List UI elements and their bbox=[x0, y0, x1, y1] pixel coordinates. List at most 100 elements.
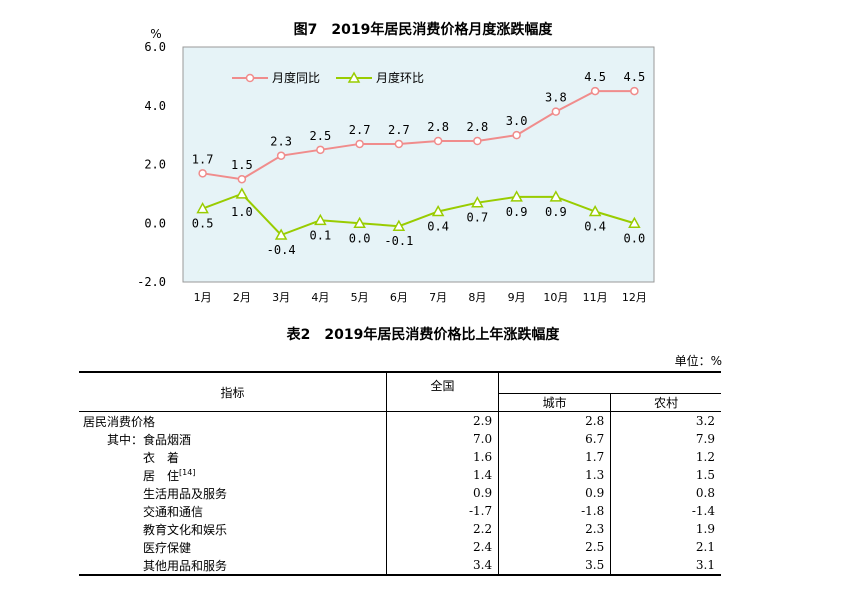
table-row: 衣 着 1.6 1.7 1.2 bbox=[79, 448, 721, 466]
header-spacer bbox=[498, 371, 721, 394]
table-row: 交通和通信 -1.7 -1.8 -1.4 bbox=[79, 502, 721, 520]
row-indicator-text: 生活用品及服务 bbox=[143, 486, 228, 501]
data-label-mom: 0.5 bbox=[192, 217, 214, 231]
cell-urban: 3.5 bbox=[498, 556, 612, 576]
cell-national: -1.7 bbox=[386, 502, 500, 520]
data-label-mom: 0.4 bbox=[584, 220, 606, 234]
cell-national: 2.4 bbox=[386, 538, 500, 556]
row-indicator-text: 医疗保健 bbox=[143, 540, 192, 555]
data-label-mom: 0.0 bbox=[624, 231, 646, 245]
row-indicator-text: 教育文化和娱乐 bbox=[143, 522, 228, 537]
table-row: 生活用品及服务 0.9 0.9 0.8 bbox=[79, 484, 721, 502]
data-label-yoy: 4.5 bbox=[584, 70, 606, 84]
table-title: 表2 2019年居民消费价格比上年涨跌幅度 bbox=[286, 327, 560, 343]
y-tick-label: -2.0 bbox=[137, 275, 166, 289]
row-indicator: 交通和通信 bbox=[79, 502, 387, 520]
data-label-yoy: 2.7 bbox=[388, 123, 410, 137]
data-point-yoy bbox=[237, 174, 247, 184]
x-tick-label: 12月 bbox=[622, 291, 647, 304]
data-point-yoy bbox=[198, 169, 207, 178]
legend-marker-mom bbox=[347, 71, 361, 83]
data-point-yoy bbox=[394, 139, 404, 149]
cell-urban: 1.3 bbox=[498, 466, 612, 484]
y-axis-label: % bbox=[150, 27, 161, 41]
table-row: 居民消费价格 2.9 2.8 3.2 bbox=[79, 411, 721, 430]
x-tick-label: 7月 bbox=[429, 291, 447, 304]
row-indicator: 衣 着 bbox=[79, 448, 387, 466]
row-indicator: 其中：食品烟酒 bbox=[79, 430, 387, 448]
data-point-mom bbox=[235, 187, 249, 199]
data-point-yoy bbox=[512, 130, 521, 140]
legend-label-yoy: 月度同比 bbox=[272, 70, 320, 85]
x-tick-label: 8月 bbox=[468, 291, 486, 304]
row-indicator: 居 住[14] bbox=[79, 466, 387, 484]
cell-national: 7.0 bbox=[386, 430, 500, 448]
cell-rural: 1.9 bbox=[695, 522, 715, 536]
cell-rural: 1.2 bbox=[695, 450, 715, 464]
row-indicator-text: 交通和通信 bbox=[143, 504, 204, 519]
data-point-yoy bbox=[590, 86, 600, 96]
row-indicator-text: 衣 着 bbox=[143, 450, 180, 465]
table-row: 居 住[14] 1.4 1.3 1.5 bbox=[79, 466, 721, 484]
row-indicator-text: 居 住 bbox=[143, 468, 180, 483]
cell-urban: 2.5 bbox=[498, 538, 612, 556]
data-point-mom bbox=[392, 219, 406, 231]
data-label-mom: 0.0 bbox=[349, 231, 371, 245]
x-tick-label: 5月 bbox=[351, 291, 369, 304]
x-tick-label: 4月 bbox=[311, 291, 329, 304]
table-row: 医疗保健 2.4 2.5 2.1 bbox=[79, 538, 721, 556]
x-tick-label: 3月 bbox=[272, 291, 290, 304]
y-tick-label: 4.0 bbox=[144, 99, 166, 113]
data-point-mom bbox=[431, 204, 445, 217]
series-line-yoy bbox=[202, 90, 635, 181]
row-indicator: 教育文化和娱乐 bbox=[79, 520, 387, 538]
cell-rural: -1.4 bbox=[691, 504, 715, 518]
x-tick-label: 9月 bbox=[508, 291, 526, 304]
data-label-mom: 0.9 bbox=[506, 205, 528, 219]
data-label-mom: 1.0 bbox=[231, 205, 253, 219]
data-point-mom bbox=[353, 216, 366, 228]
y-tick-label: 0.0 bbox=[144, 216, 166, 230]
data-point-mom bbox=[628, 216, 641, 228]
data-label-mom: -0.1 bbox=[384, 234, 413, 248]
data-point-mom bbox=[274, 228, 288, 240]
header-national: 全国 bbox=[386, 371, 500, 412]
data-label-yoy: 3.0 bbox=[506, 114, 528, 128]
header-rural: 农村 bbox=[610, 393, 721, 412]
data-label-yoy: 2.8 bbox=[427, 120, 449, 134]
data-label-mom: 0.9 bbox=[545, 205, 567, 219]
figure-title: 图7 2019年居民消费价格月度涨跌幅度 bbox=[293, 22, 553, 38]
x-tick-label: 2月 bbox=[233, 291, 251, 304]
y-tick-label: 6.0 bbox=[144, 40, 166, 54]
data-label-yoy: 1.7 bbox=[192, 152, 214, 166]
cell-rural: 1.5 bbox=[695, 468, 715, 482]
data-point-mom bbox=[471, 196, 484, 208]
x-tick-label: 1月 bbox=[194, 291, 212, 304]
cell-urban: 2.8 bbox=[498, 411, 612, 430]
row-indicator-text: 居民消费价格 bbox=[83, 414, 156, 429]
data-label-yoy: 2.3 bbox=[270, 135, 292, 149]
cell-urban: 2.3 bbox=[498, 520, 612, 538]
table-row: 其他用品和服务 3.4 3.5 3.1 bbox=[79, 556, 721, 576]
row-indicator: 医疗保健 bbox=[79, 538, 387, 556]
data-point-mom bbox=[588, 204, 602, 217]
data-point-mom bbox=[196, 202, 209, 214]
data-point-yoy bbox=[473, 136, 482, 146]
legend-marker-yoy bbox=[245, 73, 255, 83]
cell-national: 2.2 bbox=[386, 520, 500, 538]
data-label-mom: 0.4 bbox=[427, 220, 449, 234]
cell-rural: 0.8 bbox=[695, 486, 715, 500]
series-line-mom bbox=[202, 192, 635, 237]
header-urban: 城市 bbox=[498, 393, 612, 412]
unit-label: 单位：% bbox=[674, 354, 722, 368]
data-label-yoy: 3.8 bbox=[545, 91, 567, 105]
data-label-yoy: 2.7 bbox=[349, 123, 371, 137]
cell-national: 1.6 bbox=[386, 448, 500, 466]
data-point-mom bbox=[510, 190, 523, 202]
cell-urban: 6.7 bbox=[498, 430, 612, 448]
cell-urban: 1.7 bbox=[498, 448, 612, 466]
data-label-yoy: 2.8 bbox=[467, 120, 489, 134]
x-tick-label: 11月 bbox=[583, 291, 608, 304]
plot-area bbox=[182, 46, 655, 283]
row-indicator: 其他用品和服务 bbox=[79, 556, 387, 576]
